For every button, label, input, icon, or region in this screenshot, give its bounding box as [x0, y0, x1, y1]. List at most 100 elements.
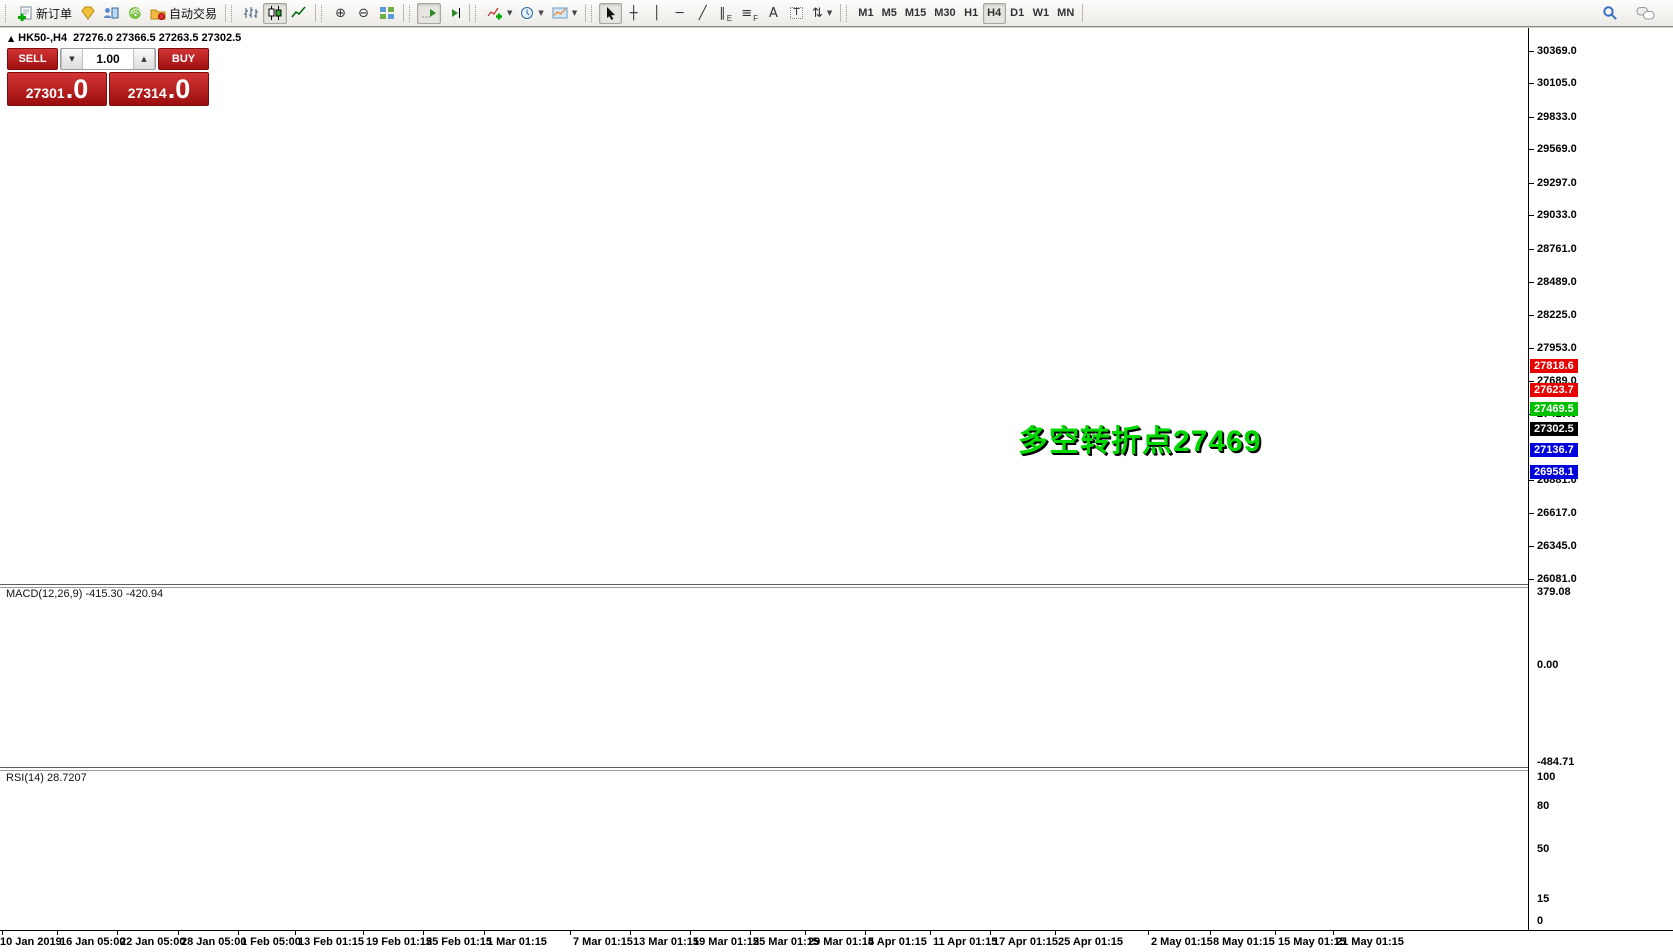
toolbar-separator — [469, 4, 471, 22]
text-label-button[interactable]: T — [785, 3, 808, 24]
tile-windows-button[interactable] — [375, 3, 399, 24]
chat-button[interactable] — [1632, 3, 1659, 24]
channel-button[interactable]: ∥ E — [714, 3, 737, 24]
main-chart-canvas[interactable] — [0, 28, 1528, 584]
fibonacci-button[interactable]: ≡ F — [737, 3, 762, 24]
dropdown-arrow-icon[interactable]: ▼ — [826, 9, 833, 17]
timeframe-h1[interactable]: H1 — [960, 3, 983, 24]
panel-separator[interactable] — [0, 767, 1673, 771]
bar-chart-button[interactable] — [239, 3, 263, 24]
horizontal-line-button[interactable]: ─ — [668, 3, 691, 24]
buy-price-display[interactable]: 27314 .0 — [109, 72, 209, 106]
timeframe-m5[interactable]: M5 — [878, 3, 901, 24]
macd-panel-canvas[interactable] — [0, 587, 1528, 767]
chart-shift-button[interactable] — [441, 3, 465, 24]
text-button[interactable]: A — [762, 3, 785, 24]
arrows-button[interactable]: ⇅ ▼ — [808, 3, 836, 24]
toolbar-separator — [225, 4, 227, 22]
market-signal-button[interactable] — [123, 3, 146, 24]
toolbar-drag-handle[interactable] — [409, 4, 414, 22]
line-chart-button[interactable] — [287, 3, 311, 24]
pivot-level-tag[interactable]: 27469.5 — [1530, 401, 1578, 416]
date-tick-label: 28 Jan 05:00 — [181, 936, 247, 948]
indicators-button[interactable]: ▼ — [483, 3, 516, 24]
dropdown-arrow-icon[interactable]: ▼ — [538, 9, 544, 17]
buy-button[interactable]: BUY — [158, 48, 209, 70]
new-order-button-label: 新订单 — [36, 6, 73, 21]
date-axis[interactable]: 10 Jan 2019 16 Jan 05:00 22 Jan 05:00 28 Ja… — [0, 930, 1673, 952]
search-icon — [1602, 5, 1618, 21]
toolbar-drag-handle[interactable] — [321, 4, 326, 22]
date-tick-mark — [363, 931, 364, 935]
text-label-icon: T — [790, 7, 803, 19]
date-tick-mark — [178, 931, 179, 935]
volume-input[interactable] — [83, 49, 133, 69]
volume-decrease-button[interactable]: ▼ — [61, 49, 83, 69]
price-tick-label: 30369.0 — [1529, 45, 1577, 57]
date-tick-label: 13 Feb 01:15 — [298, 936, 365, 948]
candlestick-chart-icon — [267, 6, 283, 20]
timeframe-m15[interactable]: M15 — [901, 3, 930, 24]
panel-separator[interactable] — [0, 584, 1673, 588]
rsi-panel-canvas[interactable] — [0, 770, 1528, 929]
trendline-button[interactable]: ╱ — [691, 3, 714, 24]
zoom-in-button[interactable]: ⊕ — [329, 3, 352, 24]
subwindow-collapse-icon[interactable]: ▲ — [8, 34, 15, 43]
timeframe-h4[interactable]: H4 — [982, 2, 1006, 24]
date-tick-mark — [1148, 931, 1149, 935]
highlighter-icon — [80, 6, 95, 20]
price-tick-label: 28761.0 — [1529, 243, 1577, 255]
toolbar-drag-handle[interactable] — [475, 4, 480, 22]
toolbar-drag-handle[interactable] — [591, 4, 596, 22]
dropdown-arrow-icon[interactable]: ▼ — [507, 9, 513, 17]
modifier-letter: E — [726, 13, 733, 23]
zoom-out-button[interactable]: ⊖ — [352, 3, 375, 24]
toolbar: 新订单 自动交易 ⊕ ⊖ ▼ ▼ ▼ ┼ │ ─ ╱ ∥ E ≡ F A T ⇅ ▼ M1 M5 M15 M30 H1 H4 D1… — [0, 0, 1673, 27]
candlestick-chart-button[interactable] — [263, 2, 288, 24]
support-level-tag[interactable]: 27136.7 — [1530, 442, 1578, 457]
date-tick-label: 10 Jan 2019 — [0, 936, 62, 948]
timeframe-d1[interactable]: D1 — [1006, 3, 1029, 24]
timeframe-m1[interactable]: M1 — [854, 3, 877, 24]
vertical-line-button[interactable]: │ — [645, 3, 668, 24]
resistance-level-tag[interactable]: 27623.7 — [1530, 382, 1578, 397]
toolbar-drag-handle[interactable] — [5, 4, 10, 22]
timeframe-m30[interactable]: M30 — [930, 3, 959, 24]
date-tick-mark — [238, 931, 239, 935]
sell-price-display[interactable]: 27301 .0 — [7, 72, 107, 106]
volume-stepper[interactable]: ▼ ▲ — [60, 48, 156, 70]
crosshair-icon: ┼ — [629, 5, 638, 21]
timeframe-mn[interactable]: MN — [1053, 3, 1078, 24]
date-tick-mark — [750, 931, 751, 935]
crosshair-button[interactable]: ┼ — [622, 3, 645, 24]
date-tick-mark — [805, 931, 806, 935]
periods-button[interactable]: ▼ — [516, 3, 547, 24]
search-button[interactable] — [1598, 3, 1622, 24]
templates-button[interactable]: ▼ — [548, 3, 581, 24]
rsi-scale-label: 0 — [1537, 915, 1544, 927]
sell-button[interactable]: SELL — [7, 48, 58, 70]
new-order-button[interactable]: 新订单 — [13, 3, 76, 24]
auto-trading-button[interactable]: 自动交易 — [146, 3, 221, 24]
date-tick-mark — [990, 931, 991, 935]
price-axis[interactable]: 30369.0 30105.0 29833.0 29569.0 29297.0 29033… — [1528, 28, 1673, 930]
periods-icon — [520, 6, 534, 20]
resistance-level-tag[interactable]: 27818.6 — [1530, 358, 1578, 373]
dropdown-arrow-icon[interactable]: ▼ — [571, 9, 578, 17]
new-order-icon — [17, 6, 33, 21]
profiles-button[interactable] — [99, 3, 123, 24]
volume-increase-button[interactable]: ▲ — [133, 49, 155, 69]
timeframe-h4-label: H4 — [987, 7, 1002, 19]
current-price-tag[interactable]: 27302.5 — [1530, 422, 1578, 437]
modifier-letter: F — [753, 13, 758, 23]
auto-scroll-button[interactable] — [417, 2, 442, 24]
toolbar-drag-handle[interactable] — [846, 4, 851, 22]
highlighter-button[interactable] — [76, 3, 99, 24]
support-level-tag[interactable]: 26958.1 — [1530, 464, 1578, 479]
cursor-button[interactable] — [599, 2, 623, 24]
timeframe-w1[interactable]: W1 — [1029, 3, 1054, 24]
auto-trading-icon — [150, 6, 166, 20]
toolbar-right-icons — [1598, 3, 1669, 24]
toolbar-drag-handle[interactable] — [231, 4, 236, 22]
date-tick-label: 19 Feb 01:15 — [366, 936, 433, 948]
